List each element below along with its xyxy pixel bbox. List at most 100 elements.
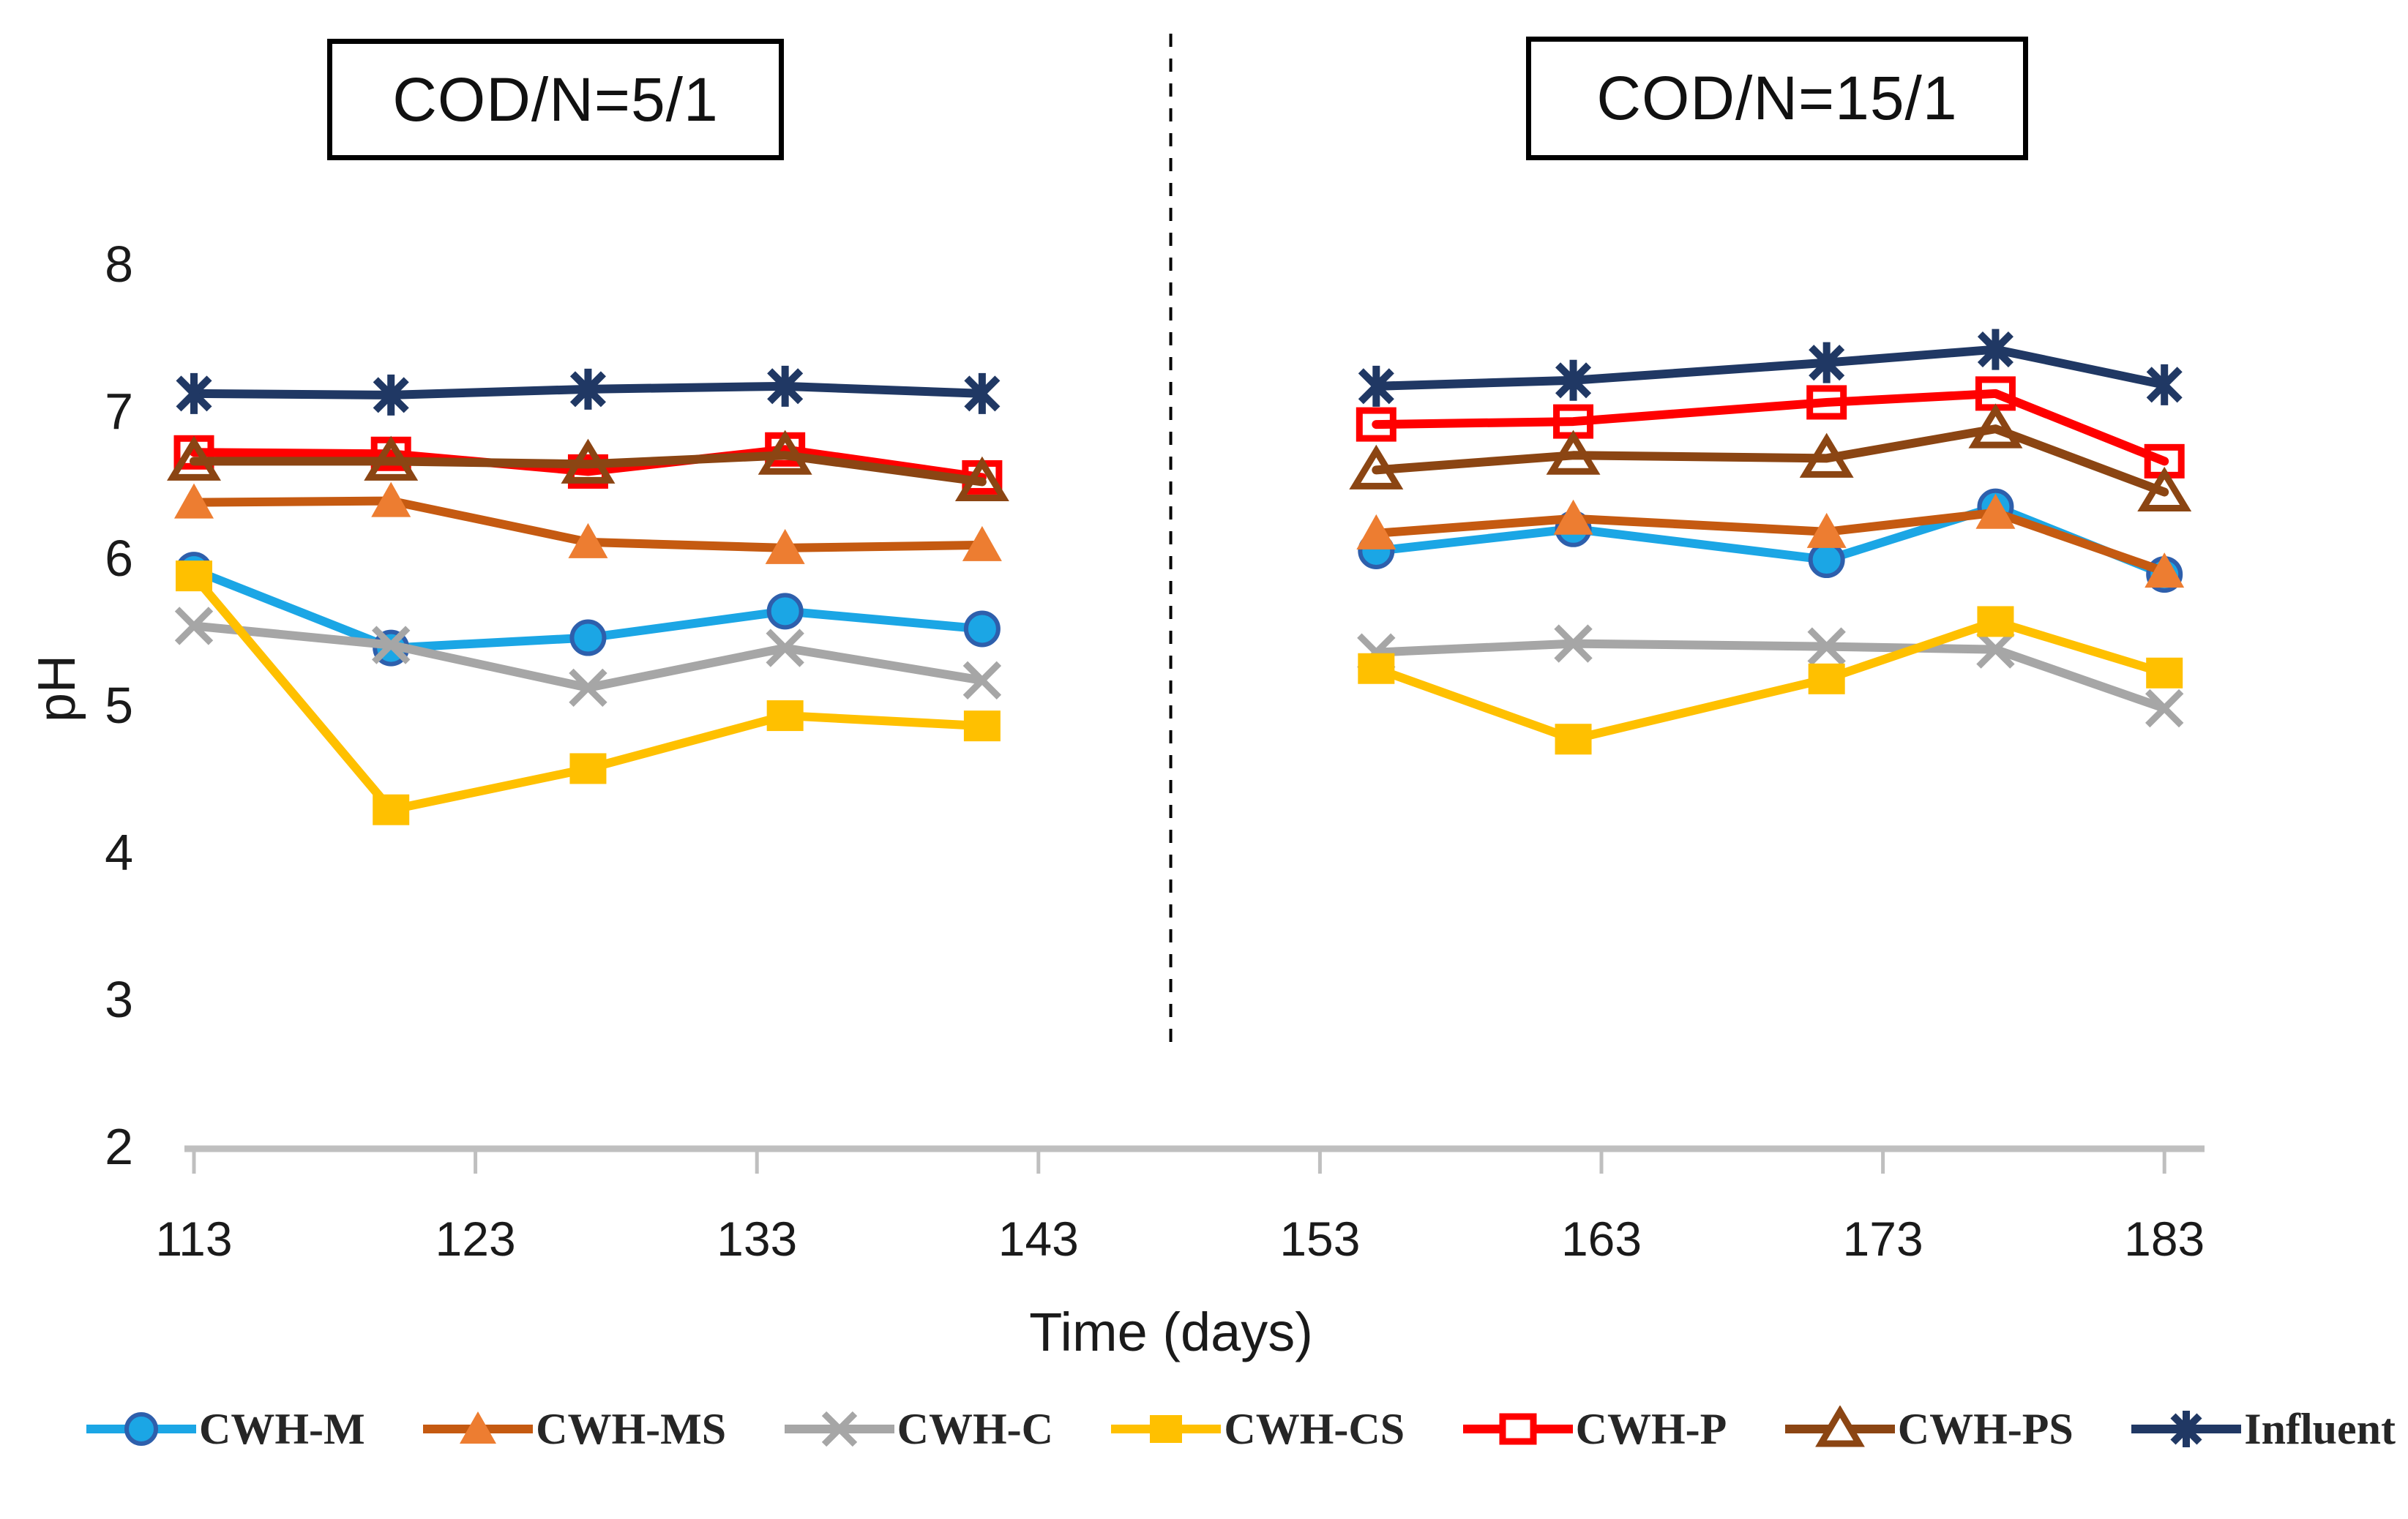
series-line-cwh-c bbox=[1372, 639, 2169, 713]
legend-item-influent: Influent bbox=[2131, 1404, 2396, 1455]
series-cwh-ps bbox=[167, 403, 2192, 512]
marker-cwh-cs bbox=[373, 794, 410, 825]
marker-influent bbox=[2146, 364, 2183, 405]
marker-cwh-ps bbox=[167, 435, 221, 481]
marker-influent bbox=[373, 374, 409, 416]
legend-marker-cwh-c-icon bbox=[784, 1411, 894, 1447]
legend-item-cwh-ps: CWH-PS bbox=[1784, 1404, 2074, 1455]
x-tick-label: 113 bbox=[155, 1212, 232, 1266]
legend-label-cwh-ps: CWH-PS bbox=[1897, 1404, 2074, 1453]
marker-cwh-ms bbox=[1356, 514, 1396, 550]
legend-marker-influent-icon bbox=[2131, 1411, 2242, 1447]
legend-label-cwh-cs: CWH-CS bbox=[1224, 1404, 1405, 1453]
marker-cwh-ps bbox=[1349, 444, 1404, 490]
panel-title-cod15: COD/N=15/1 bbox=[1526, 37, 2028, 160]
marker-cwh-ms bbox=[174, 483, 214, 519]
marker-cwh-ms bbox=[765, 528, 805, 564]
marker-cwh-ps bbox=[1546, 430, 1601, 475]
legend-marker-cwh-cs-icon bbox=[1111, 1415, 1222, 1443]
marker-cwh-ps bbox=[954, 456, 1009, 501]
marker-cwh-ps bbox=[2137, 466, 2192, 512]
series-line-cwh-p bbox=[190, 445, 987, 482]
series-influent bbox=[176, 329, 2183, 416]
marker-cwh-ps bbox=[1968, 403, 2023, 449]
marker-influent bbox=[176, 372, 212, 414]
series-line-cwh-p bbox=[1372, 389, 2169, 466]
y-tick-label: 4 bbox=[105, 824, 133, 881]
marker-cwh-m bbox=[963, 610, 1001, 648]
series-line-cwh-ps bbox=[190, 451, 987, 487]
marker-cwh-ms bbox=[568, 522, 608, 558]
marker-cwh-c bbox=[766, 629, 804, 667]
series-line-cwh-cs bbox=[1372, 617, 2169, 744]
legend-marker-cwh-p-icon bbox=[1462, 1413, 1573, 1445]
marker-cwh-cs bbox=[569, 753, 607, 784]
marker-cwh-c bbox=[1554, 624, 1593, 663]
series-cwh-ms bbox=[174, 481, 2185, 588]
marker-influent bbox=[569, 368, 606, 410]
legend-item-cwh-ms: CWH-MS bbox=[423, 1404, 726, 1455]
marker-cwh-c bbox=[174, 607, 214, 645]
marker-cwh-cs bbox=[766, 700, 804, 732]
x-axis-title: Time (days) bbox=[1029, 1302, 1313, 1362]
marker-cwh-p bbox=[1806, 385, 1847, 420]
marker-cwh-c bbox=[372, 626, 411, 664]
marker-cwh-ms bbox=[962, 525, 1002, 561]
legend-label-influent: Influent bbox=[2244, 1404, 2396, 1453]
series-cwh-c bbox=[174, 607, 2184, 728]
x-tick-label: 123 bbox=[435, 1212, 516, 1266]
legend-item-cwh-p: CWH-P bbox=[1462, 1404, 1727, 1455]
marker-cwh-cs bbox=[963, 710, 1001, 742]
marker-cwh-c bbox=[1976, 630, 2015, 669]
marker-cwh-c bbox=[1807, 627, 1846, 666]
marker-cwh-ps bbox=[1799, 432, 1854, 478]
marker-cwh-cs bbox=[2146, 657, 2183, 689]
marker-cwh-p bbox=[1356, 407, 1396, 442]
y-tick-label: 8 bbox=[105, 236, 133, 293]
series-cwh-cs bbox=[176, 560, 2183, 825]
legend-label-cwh-m: CWH-M bbox=[199, 1404, 365, 1453]
marker-cwh-ps bbox=[364, 435, 419, 481]
series-line-cwh-m bbox=[1372, 502, 2169, 580]
y-tick-label: 3 bbox=[105, 971, 133, 1028]
marker-cwh-m bbox=[1808, 541, 1845, 579]
y-tick-label: 6 bbox=[105, 530, 133, 587]
marker-cwh-cs bbox=[176, 560, 212, 592]
series-line-cwh-ps bbox=[1372, 424, 2169, 497]
marker-cwh-cs bbox=[1555, 724, 1592, 755]
y-tick-label: 5 bbox=[105, 677, 133, 734]
x-tick-label: 143 bbox=[998, 1212, 1079, 1266]
marker-cwh-ms bbox=[2145, 552, 2185, 588]
y-tick-label: 7 bbox=[105, 383, 133, 440]
marker-influent bbox=[1977, 329, 2013, 370]
marker-cwh-m bbox=[766, 593, 804, 630]
legend-marker-cwh-ms-icon bbox=[423, 1411, 534, 1444]
series-line-influent bbox=[1372, 345, 2169, 391]
legend-label-cwh-ms: CWH-MS bbox=[536, 1404, 727, 1453]
legend: CWH-M CWH-MS CWH-C CWH-CS CWH-P CWH-PS Influen… bbox=[86, 1389, 2396, 1469]
x-tick-label: 133 bbox=[717, 1212, 797, 1266]
marker-cwh-c bbox=[569, 668, 607, 708]
marker-influent bbox=[1358, 365, 1394, 407]
y-tick-label: 2 bbox=[105, 1118, 133, 1175]
legend-marker-cwh-ps-icon bbox=[1784, 1406, 1895, 1447]
marker-cwh-m bbox=[569, 619, 607, 656]
legend-item-cwh-cs: CWH-CS bbox=[1111, 1404, 1405, 1455]
legend-item-cwh-c: CWH-C bbox=[784, 1404, 1053, 1455]
y-axis-title: pH bbox=[28, 654, 86, 723]
legend-marker-cwh-m-icon bbox=[86, 1412, 196, 1446]
marker-influent bbox=[1809, 342, 1845, 383]
marker-cwh-cs bbox=[1358, 653, 1395, 684]
marker-cwh-c bbox=[962, 661, 1002, 700]
marker-cwh-ps bbox=[758, 430, 812, 475]
x-tick-label: 183 bbox=[2124, 1212, 2205, 1266]
marker-influent bbox=[767, 365, 804, 407]
marker-influent bbox=[1555, 359, 1592, 401]
marker-influent bbox=[964, 372, 1001, 414]
legend-item-cwh-m: CWH-M bbox=[86, 1404, 365, 1455]
marker-cwh-cs bbox=[1977, 606, 2014, 637]
marker-cwh-c bbox=[2145, 689, 2184, 728]
x-tick-label: 173 bbox=[1843, 1212, 1923, 1266]
